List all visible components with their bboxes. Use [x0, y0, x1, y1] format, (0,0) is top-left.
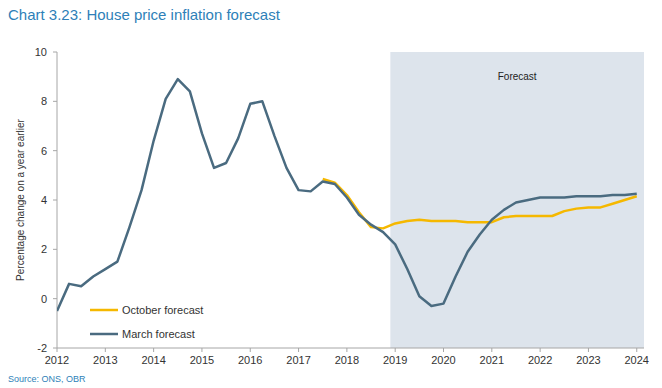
legend-swatch — [90, 333, 118, 336]
series-line — [57, 79, 637, 311]
x-tick — [588, 348, 589, 352]
y-tick-label: 2 — [41, 243, 47, 255]
y-tick — [53, 298, 57, 299]
x-tick-label: 2018 — [335, 354, 359, 366]
y-tick — [53, 348, 57, 349]
series-line — [323, 179, 637, 228]
x-tick-label: 2015 — [190, 354, 214, 366]
y-tick — [53, 101, 57, 102]
x-tick — [540, 348, 541, 352]
x-tick — [395, 348, 396, 352]
x-tick — [250, 348, 251, 352]
y-axis-label: Percentage change on a year earlier — [15, 118, 26, 280]
source: Source: ONS, OBR — [8, 374, 86, 384]
x-tick-label: 2014 — [141, 354, 165, 366]
x-tick-label: 2021 — [480, 354, 504, 366]
y-tick-label: 6 — [41, 145, 47, 157]
x-tick-label: 2016 — [238, 354, 262, 366]
x-tick — [443, 348, 444, 352]
y-tick — [53, 200, 57, 201]
x-tick-label: 2024 — [625, 354, 649, 366]
x-tick — [346, 348, 347, 352]
y-tick-label: 0 — [41, 293, 47, 305]
annotation: Forecast — [498, 71, 537, 82]
x-tick — [57, 348, 58, 352]
y-tick — [53, 52, 57, 53]
title: Chart 3.23: House price inflation foreca… — [8, 6, 281, 23]
y-tick-label: 4 — [41, 194, 47, 206]
y-tick-label: 8 — [41, 95, 47, 107]
x-tick-label: 2017 — [286, 354, 310, 366]
x-tick — [153, 348, 154, 352]
legend-swatch — [90, 309, 118, 312]
y-tick-label: -2 — [37, 342, 47, 354]
x-tick — [201, 348, 202, 352]
x-tick-label: 2013 — [93, 354, 117, 366]
x-tick-label: 2020 — [431, 354, 455, 366]
x-axis — [57, 348, 644, 349]
chart: Chart 3.23: House price inflation foreca… — [0, 0, 662, 388]
y-tick — [53, 249, 57, 250]
y-tick — [53, 150, 57, 151]
x-tick-label: 2022 — [528, 354, 552, 366]
x-tick-label: 2019 — [383, 354, 407, 366]
x-tick — [105, 348, 106, 352]
x-tick — [636, 348, 637, 352]
x-tick — [491, 348, 492, 352]
y-tick-label: 10 — [35, 46, 47, 58]
legend-label: March forecast — [122, 328, 195, 340]
legend-label: October forecast — [122, 304, 203, 316]
x-tick-label: 2012 — [45, 354, 69, 366]
x-tick-label: 2023 — [576, 354, 600, 366]
plot-lines — [57, 79, 637, 311]
x-tick — [298, 348, 299, 352]
